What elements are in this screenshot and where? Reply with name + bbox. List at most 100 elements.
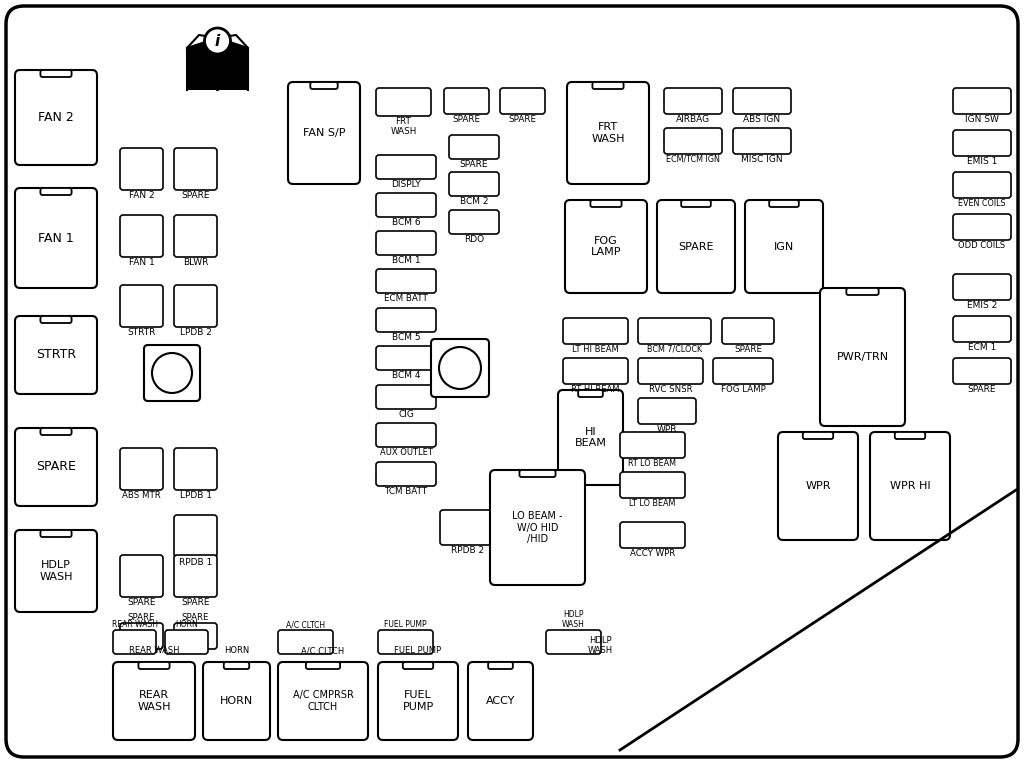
Text: RT HI BEAM: RT HI BEAM — [571, 385, 620, 394]
Text: HDLP
WASH: HDLP WASH — [39, 560, 73, 582]
FancyBboxPatch shape — [847, 288, 879, 295]
Text: ECM BATT: ECM BATT — [384, 294, 428, 303]
FancyBboxPatch shape — [664, 88, 722, 114]
FancyBboxPatch shape — [620, 522, 685, 548]
FancyBboxPatch shape — [15, 188, 97, 288]
Text: FAN 2: FAN 2 — [129, 191, 155, 200]
FancyBboxPatch shape — [120, 285, 163, 327]
FancyBboxPatch shape — [519, 470, 556, 477]
FancyBboxPatch shape — [563, 358, 628, 384]
Text: SPARE: SPARE — [127, 598, 156, 607]
Text: HDLP
WASH: HDLP WASH — [562, 610, 585, 629]
FancyBboxPatch shape — [953, 172, 1011, 198]
FancyBboxPatch shape — [638, 398, 696, 424]
FancyBboxPatch shape — [376, 385, 436, 409]
FancyBboxPatch shape — [681, 200, 711, 207]
Text: SPARE: SPARE — [36, 461, 76, 474]
Text: SPARE: SPARE — [678, 242, 714, 252]
FancyBboxPatch shape — [174, 215, 217, 257]
Text: i: i — [215, 34, 220, 49]
FancyBboxPatch shape — [40, 70, 72, 77]
FancyBboxPatch shape — [120, 448, 163, 490]
Text: REAR
WASH: REAR WASH — [137, 691, 171, 712]
FancyBboxPatch shape — [664, 128, 722, 154]
Text: REAR WASH: REAR WASH — [112, 620, 158, 629]
Text: HORN: HORN — [175, 620, 198, 629]
Text: HI
BEAM: HI BEAM — [574, 427, 606, 449]
Text: FAN 1: FAN 1 — [38, 231, 74, 244]
FancyBboxPatch shape — [953, 214, 1011, 240]
Text: HDLP
WASH: HDLP WASH — [588, 636, 612, 655]
FancyBboxPatch shape — [278, 630, 333, 654]
Text: EMIS 1: EMIS 1 — [967, 157, 997, 166]
Text: SPARE: SPARE — [128, 613, 156, 622]
FancyBboxPatch shape — [310, 82, 338, 89]
FancyBboxPatch shape — [953, 130, 1011, 156]
Text: ECM 1: ECM 1 — [968, 343, 996, 352]
Text: STRTR: STRTR — [127, 328, 156, 337]
Text: PWR/TRN: PWR/TRN — [837, 352, 889, 362]
FancyBboxPatch shape — [113, 662, 195, 740]
Text: STRTR: STRTR — [36, 349, 76, 362]
Text: BCM 7/CLOCK: BCM 7/CLOCK — [647, 345, 702, 354]
Text: BCM 6: BCM 6 — [392, 218, 420, 227]
FancyBboxPatch shape — [657, 200, 735, 293]
Text: SPARE: SPARE — [181, 613, 209, 622]
Text: BLWR: BLWR — [183, 258, 208, 267]
Text: SPARE: SPARE — [509, 115, 537, 124]
Text: SPARE: SPARE — [453, 115, 480, 124]
Text: FAN 2: FAN 2 — [38, 111, 74, 124]
FancyBboxPatch shape — [870, 432, 950, 540]
FancyBboxPatch shape — [174, 623, 217, 649]
FancyBboxPatch shape — [288, 82, 360, 184]
Text: DISPLY: DISPLY — [391, 180, 421, 189]
FancyBboxPatch shape — [778, 432, 858, 540]
Circle shape — [205, 28, 230, 54]
Text: LT HI BEAM: LT HI BEAM — [572, 345, 618, 354]
FancyBboxPatch shape — [378, 662, 458, 740]
FancyBboxPatch shape — [567, 82, 649, 184]
Text: RPDB 2: RPDB 2 — [451, 546, 484, 555]
Text: FOG LAMP: FOG LAMP — [721, 385, 765, 394]
Text: ACCY WPR: ACCY WPR — [630, 549, 675, 558]
Text: AUX OUTLET: AUX OUTLET — [380, 448, 432, 457]
FancyBboxPatch shape — [174, 515, 217, 557]
FancyBboxPatch shape — [144, 345, 200, 401]
FancyBboxPatch shape — [449, 210, 499, 234]
Polygon shape — [187, 38, 217, 90]
FancyBboxPatch shape — [40, 316, 72, 323]
Text: ABS MTR: ABS MTR — [122, 491, 161, 500]
FancyBboxPatch shape — [120, 215, 163, 257]
Text: ABS IGN: ABS IGN — [743, 115, 780, 124]
FancyBboxPatch shape — [713, 358, 773, 384]
FancyBboxPatch shape — [376, 346, 436, 370]
FancyBboxPatch shape — [165, 630, 208, 654]
Text: AIRBAG: AIRBAG — [676, 115, 710, 124]
FancyBboxPatch shape — [376, 269, 436, 293]
Text: BCM 5: BCM 5 — [392, 333, 420, 342]
Text: SPARE: SPARE — [734, 345, 762, 354]
Text: ACCY: ACCY — [485, 696, 515, 706]
Text: EVEN COILS: EVEN COILS — [958, 199, 1006, 208]
Text: SPARE: SPARE — [968, 385, 996, 394]
Text: TCM BATT: TCM BATT — [384, 487, 428, 496]
FancyBboxPatch shape — [376, 308, 436, 332]
Text: RDO: RDO — [464, 235, 484, 244]
FancyBboxPatch shape — [40, 188, 72, 195]
Text: RVC SNSR: RVC SNSR — [648, 385, 692, 394]
FancyBboxPatch shape — [803, 432, 834, 439]
Text: ECM/TCM IGN: ECM/TCM IGN — [666, 155, 720, 164]
FancyBboxPatch shape — [620, 432, 685, 458]
FancyBboxPatch shape — [638, 358, 703, 384]
FancyBboxPatch shape — [546, 630, 601, 654]
FancyBboxPatch shape — [593, 82, 624, 89]
FancyBboxPatch shape — [278, 662, 368, 740]
Text: IGN: IGN — [774, 242, 795, 252]
FancyBboxPatch shape — [120, 623, 163, 649]
FancyBboxPatch shape — [174, 148, 217, 190]
FancyBboxPatch shape — [895, 432, 926, 439]
Text: A/C CMPRSR
CLTCH: A/C CMPRSR CLTCH — [293, 691, 353, 712]
Text: FUEL PUMP: FUEL PUMP — [384, 620, 427, 629]
FancyBboxPatch shape — [558, 390, 623, 485]
Text: FUEL PUMP: FUEL PUMP — [394, 646, 441, 655]
